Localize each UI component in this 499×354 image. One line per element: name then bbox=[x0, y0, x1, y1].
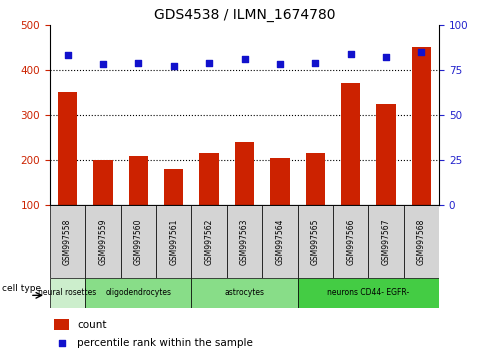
Point bbox=[170, 63, 178, 69]
Text: GSM997563: GSM997563 bbox=[240, 218, 249, 265]
Text: GSM997561: GSM997561 bbox=[169, 218, 178, 265]
Bar bbox=[93, 160, 113, 251]
Point bbox=[418, 49, 426, 55]
Bar bbox=[341, 84, 360, 251]
Bar bbox=[50, 278, 85, 308]
Bar bbox=[404, 205, 439, 278]
Text: percentile rank within the sample: percentile rank within the sample bbox=[77, 338, 253, 348]
Bar bbox=[297, 278, 439, 308]
Bar bbox=[85, 278, 192, 308]
Text: neural rosettes: neural rosettes bbox=[38, 289, 97, 297]
Text: GSM997559: GSM997559 bbox=[98, 218, 107, 265]
Text: GSM997567: GSM997567 bbox=[382, 218, 391, 265]
Text: GSM997564: GSM997564 bbox=[275, 218, 284, 265]
Bar bbox=[270, 158, 289, 251]
Point bbox=[63, 53, 71, 58]
Bar bbox=[58, 92, 77, 251]
Bar bbox=[412, 47, 431, 251]
Point bbox=[99, 62, 107, 67]
Point bbox=[57, 340, 65, 346]
Text: count: count bbox=[77, 320, 107, 330]
Bar bbox=[54, 319, 69, 330]
Bar bbox=[368, 205, 404, 278]
Text: astrocytes: astrocytes bbox=[225, 289, 264, 297]
Bar bbox=[156, 205, 192, 278]
Text: GSM997565: GSM997565 bbox=[311, 218, 320, 265]
Point bbox=[241, 56, 249, 62]
Bar bbox=[200, 153, 219, 251]
Point bbox=[311, 60, 319, 65]
Bar bbox=[297, 205, 333, 278]
Bar bbox=[129, 156, 148, 251]
Bar bbox=[376, 104, 396, 251]
Bar bbox=[333, 205, 368, 278]
Point bbox=[134, 60, 142, 65]
Bar bbox=[164, 169, 184, 251]
Bar bbox=[262, 205, 297, 278]
Text: GSM997560: GSM997560 bbox=[134, 218, 143, 265]
Point bbox=[276, 62, 284, 67]
Text: GSM997562: GSM997562 bbox=[205, 218, 214, 265]
Point bbox=[347, 51, 355, 57]
Bar bbox=[50, 205, 85, 278]
Bar bbox=[235, 142, 254, 251]
Text: cell type: cell type bbox=[2, 284, 41, 293]
Title: GDS4538 / ILMN_1674780: GDS4538 / ILMN_1674780 bbox=[154, 8, 335, 22]
Bar bbox=[192, 205, 227, 278]
Bar bbox=[305, 153, 325, 251]
Text: neurons CD44- EGFR-: neurons CD44- EGFR- bbox=[327, 289, 410, 297]
Point bbox=[382, 55, 390, 60]
Bar bbox=[192, 278, 297, 308]
Bar bbox=[85, 205, 121, 278]
Text: GSM997566: GSM997566 bbox=[346, 218, 355, 265]
Text: GSM997558: GSM997558 bbox=[63, 218, 72, 265]
Text: oligodendrocytes: oligodendrocytes bbox=[105, 289, 171, 297]
Text: GSM997568: GSM997568 bbox=[417, 218, 426, 265]
Bar bbox=[227, 205, 262, 278]
Point bbox=[205, 60, 213, 65]
Bar bbox=[121, 205, 156, 278]
